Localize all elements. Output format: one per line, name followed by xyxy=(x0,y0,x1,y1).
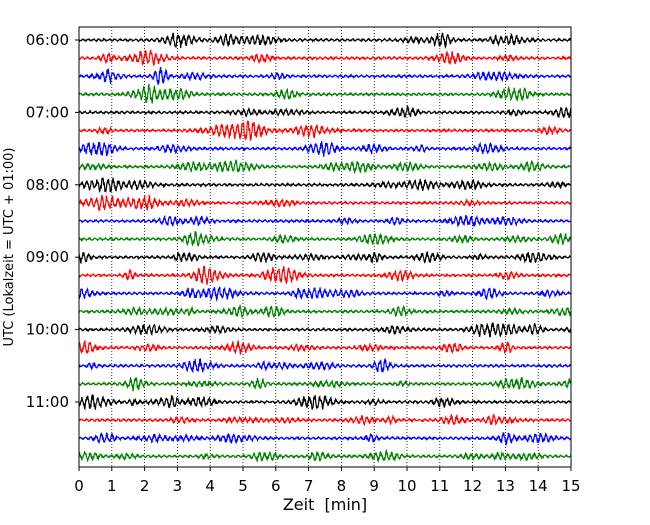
y-tick-label-06:00: 06:00 xyxy=(26,31,69,49)
trace-1045 xyxy=(78,377,572,392)
trace-0815 xyxy=(78,193,572,212)
trace-0845 xyxy=(78,231,572,248)
x-tick-label-10: 10 xyxy=(397,477,416,495)
trace-0645 xyxy=(78,83,572,104)
y-tick-label-07:00: 07:00 xyxy=(26,103,69,121)
plot-frame xyxy=(78,26,572,468)
grid-layer xyxy=(111,27,539,467)
x-tick-label-9: 9 xyxy=(369,477,379,495)
x-tick-label-12: 12 xyxy=(463,477,482,495)
y-tick-label-10:00: 10:00 xyxy=(26,321,69,339)
trace-1130 xyxy=(78,431,572,446)
trace-0945 xyxy=(78,303,572,318)
trace-0900 xyxy=(78,251,572,264)
x-tick-label-7: 7 xyxy=(304,477,314,495)
x-tick-label-3: 3 xyxy=(173,477,183,495)
trace-1000 xyxy=(78,322,572,338)
x-tick-label-4: 4 xyxy=(205,477,215,495)
x-tick-label-0: 0 xyxy=(74,477,84,495)
trace-1015 xyxy=(78,339,572,356)
trace-0930 xyxy=(78,286,572,302)
trace-0730 xyxy=(78,141,572,157)
x-tick-label-2: 2 xyxy=(140,477,150,495)
y-tick-label-08:00: 08:00 xyxy=(26,176,69,194)
trace-0915 xyxy=(78,265,572,285)
trace-1145 xyxy=(78,448,572,463)
y-axis-title: UTC (Lokalzeit = UTC + 01:00) xyxy=(2,148,17,347)
y-axis: 06:00 07:00 08:00 09:00 10:00 11:00 xyxy=(26,31,79,411)
trace-1115 xyxy=(78,413,572,427)
x-tick-label-14: 14 xyxy=(529,477,548,495)
x-tick-label-1: 1 xyxy=(107,477,117,495)
trace-layer xyxy=(78,32,572,463)
trace-1030 xyxy=(78,358,572,374)
x-tick-label-13: 13 xyxy=(496,477,515,495)
trace-0745 xyxy=(78,159,572,175)
trace-0715 xyxy=(78,120,572,141)
trace-1100 xyxy=(78,394,572,411)
y-tick-label-09:00: 09:00 xyxy=(26,248,69,266)
trace-0830 xyxy=(78,214,572,228)
x-axis: 0 1 2 3 4 5 6 7 8 9 10 11 12 13 14 15 xyxy=(74,467,581,495)
x-tick-label-15: 15 xyxy=(561,477,580,495)
trace-0700 xyxy=(78,104,572,119)
x-tick-label-8: 8 xyxy=(337,477,347,495)
trace-0615 xyxy=(78,49,572,67)
x-axis-title: Zeit [min] xyxy=(283,495,367,514)
trace-0630 xyxy=(78,66,572,85)
y-tick-label-11:00: 11:00 xyxy=(26,393,69,411)
trace-0600 xyxy=(78,32,572,50)
trace-0800 xyxy=(78,177,572,193)
x-tick-label-6: 6 xyxy=(271,477,281,495)
x-tick-label-11: 11 xyxy=(430,477,449,495)
x-tick-label-5: 5 xyxy=(238,477,248,495)
